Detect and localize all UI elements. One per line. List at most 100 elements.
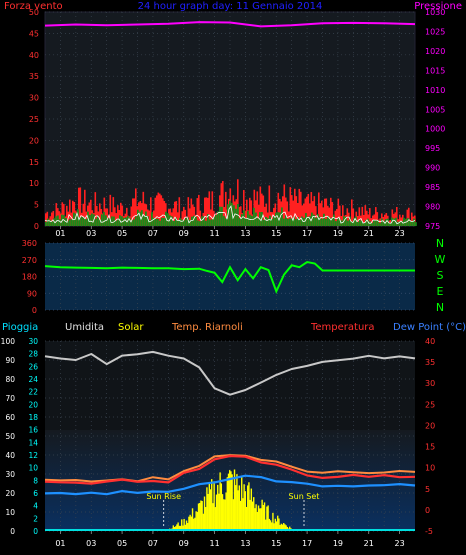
solar-bar	[179, 525, 182, 531]
solar-bar	[197, 503, 200, 531]
x-tick-label: 05	[117, 539, 127, 548]
solar-bar	[260, 508, 262, 531]
wind-avg-bar	[139, 211, 141, 226]
wind-avg-bar	[267, 218, 269, 226]
wind-bar	[361, 206, 364, 226]
wind-bar	[300, 191, 302, 226]
solar-bar	[191, 508, 194, 531]
x-tick-label: 23	[394, 539, 404, 548]
wind-bar	[132, 198, 134, 226]
wind-avg-bar	[291, 218, 293, 226]
wind-bar	[366, 210, 368, 226]
solar-bar	[255, 504, 257, 531]
wind-bar	[364, 205, 367, 226]
solar-bar	[277, 515, 279, 531]
wind-avg-bar	[371, 222, 373, 226]
compass-label: N	[436, 301, 444, 314]
wind-avg-bar	[239, 218, 241, 226]
wind-bar	[174, 201, 176, 226]
humidity-axis-label: 30	[5, 470, 15, 479]
wind-avg-bar	[163, 217, 165, 226]
wind-bar	[310, 192, 313, 226]
solar-bar	[232, 499, 235, 531]
pressure-axis-label: 1010	[425, 86, 445, 95]
wind-avg-bar	[115, 220, 117, 226]
wind-bar	[85, 211, 88, 226]
solar-bar	[271, 522, 273, 531]
solar-bar	[178, 525, 181, 531]
wind-bar	[208, 191, 211, 226]
solar-bar	[189, 514, 191, 531]
wind-bar	[297, 203, 299, 226]
solar-bar	[203, 496, 206, 531]
dewpoint-label: Dew Point (°C)	[393, 322, 466, 333]
solar-bar	[280, 523, 283, 531]
wind-avg-bar	[143, 215, 145, 226]
temperatura-line	[44, 454, 416, 485]
wind-bar	[189, 208, 191, 226]
wind-bar	[172, 208, 175, 226]
wind-avg-bar	[45, 221, 47, 226]
x-tick-label: 11	[209, 229, 219, 238]
direction-axis-label: 180	[22, 273, 37, 282]
wind-avg-bar	[271, 218, 273, 226]
wind-avg-bar	[289, 218, 291, 226]
wind-avg-bar	[339, 218, 341, 226]
wind-bar	[261, 193, 263, 226]
wind-avg-bar	[117, 218, 119, 226]
solar-bar	[176, 524, 178, 531]
wind-bar	[135, 188, 137, 226]
x-tick-label: 13	[240, 539, 250, 548]
wind-avg-bar	[47, 218, 49, 226]
wind-bar	[363, 214, 365, 226]
wind-avg-bar	[197, 220, 199, 226]
wind-avg-bar	[99, 219, 101, 226]
rain-axis-label: 18	[28, 413, 38, 422]
wind-avg-bar	[103, 211, 105, 226]
wind-bar	[70, 212, 73, 226]
direction-axis-label: 270	[22, 256, 37, 265]
wind-avg-bar	[375, 220, 377, 226]
wind-avg-bar	[249, 214, 251, 226]
wind-bar	[352, 208, 355, 226]
wind-avg-bar	[401, 220, 403, 226]
sun-marker-label: Sun Set	[289, 492, 320, 501]
wind-axis-label: 5	[34, 201, 39, 210]
rain-axis-label: 4	[33, 502, 38, 511]
wind-axis-label: 30	[29, 94, 39, 103]
wind-avg-bar	[331, 217, 333, 226]
solar-bar	[286, 526, 289, 531]
wind-bar	[369, 208, 371, 226]
temp-axis-label: 10	[425, 464, 435, 473]
wind-avg-bar	[415, 222, 417, 226]
wind-avg-bar	[281, 207, 283, 226]
wind-bar	[328, 207, 331, 226]
solar-bar	[200, 500, 202, 531]
wind-avg-bar	[301, 216, 303, 226]
wind-bar	[288, 211, 290, 226]
wind-avg-bar	[121, 216, 123, 226]
wind-avg-bar	[295, 219, 297, 226]
solar-bar	[177, 522, 179, 531]
wind-axis-label: 25	[29, 115, 39, 124]
humidity-label: Umidita	[65, 322, 104, 333]
wind-avg-bar	[357, 221, 359, 226]
chart-title: 24 hour graph day: 11 Gennaio 2014	[138, 1, 323, 12]
solar-bar	[181, 519, 183, 531]
solar-bar	[275, 521, 278, 531]
wind-bar	[88, 202, 91, 226]
wind-bar	[55, 203, 58, 226]
wind-bar	[183, 206, 185, 226]
x-tick-label: 01	[55, 229, 65, 238]
wind-bar	[196, 198, 199, 226]
wind-bar	[51, 212, 53, 226]
wind-bar	[211, 191, 214, 226]
wind-avg-bar	[205, 220, 207, 226]
wind-bar	[66, 205, 68, 226]
x-tick-label: 19	[333, 229, 343, 238]
temp-axis-label: 15	[425, 443, 435, 452]
wind-bar	[133, 198, 136, 226]
wind-avg-bar	[279, 212, 281, 226]
rain-axis-label: 20	[28, 400, 38, 409]
wind-bar	[192, 204, 194, 226]
